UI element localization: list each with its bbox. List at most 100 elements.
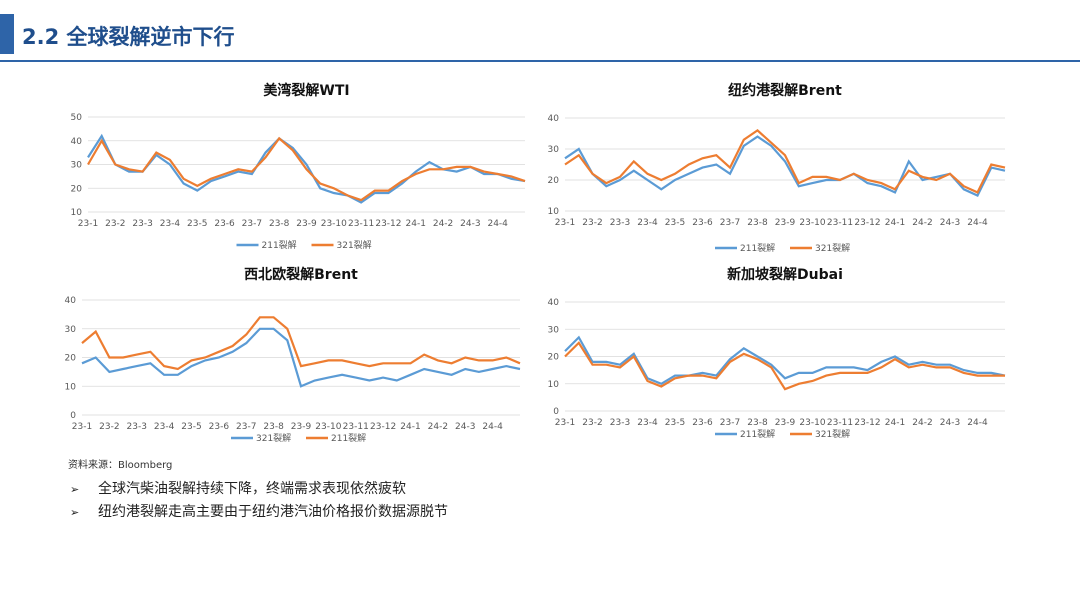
x-tick-label: 23-8 [269,219,290,229]
chart-title: 新加坡裂解Dubai [727,266,843,283]
x-tick-label: 23-11 [343,422,369,432]
x-tick-label: 23-10 [315,422,341,432]
series-line [87,136,526,202]
x-tick-label: 23-5 [187,219,207,229]
y-tick-label: 40 [548,298,560,308]
x-tick-label: 23-2 [582,218,602,228]
x-tick-label: 23-12 [375,219,401,229]
x-tick-label: 24-4 [967,418,988,428]
y-tick-label: 10 [71,208,83,218]
x-tick-label: 23-2 [99,422,119,432]
x-tick-label: 23-9 [291,422,312,432]
series-line [564,335,1006,386]
y-tick-label: 10 [65,382,77,392]
x-tick-label: 23-12 [854,218,880,228]
x-tick-label: 24-3 [455,422,475,432]
x-tick-label: 24-1 [406,219,426,229]
x-tick-label: 23-4 [637,418,658,428]
y-tick-label: 20 [65,354,77,364]
y-tick-label: 40 [65,296,77,306]
x-tick-label: 23-12 [370,422,396,432]
x-tick-label: 23-9 [296,219,317,229]
x-tick-label: 23-6 [692,418,713,428]
x-tick-label: 23-6 [209,422,230,432]
x-tick-label: 23-3 [127,422,147,432]
y-tick-label: 20 [548,176,560,186]
x-tick-label: 24-2 [428,422,448,432]
chart-title: 纽约港裂解Brent [728,82,842,99]
x-tick-label: 23-3 [132,219,152,229]
x-tick-label: 23-3 [610,218,630,228]
header-accent [0,14,14,54]
y-tick-label: 0 [70,411,76,421]
legend-label: 321裂解 [815,242,850,254]
x-tick-label: 23-8 [263,422,284,432]
x-tick-label: 24-3 [940,418,960,428]
x-tick-label: 23-1 [72,422,92,432]
y-tick-label: 30 [548,325,560,335]
legend-label: 211裂解 [740,242,775,254]
x-tick-label: 23-4 [154,422,175,432]
x-tick-label: 23-2 [105,219,125,229]
x-tick-label: 23-5 [665,218,685,228]
x-tick-label: 23-1 [555,418,575,428]
y-tick-label: 30 [548,145,560,155]
x-tick-label: 24-1 [400,422,420,432]
x-tick-label: 23-11 [827,418,853,428]
x-tick-label: 23-7 [720,218,740,228]
x-tick-label: 23-11 [348,219,374,229]
y-tick-label: 10 [548,207,560,217]
x-tick-label: 24-3 [940,218,960,228]
x-tick-label: 23-7 [242,219,262,229]
bullet: 全球汽柴油裂解持续下降，终端需求表现依然疲软 [70,478,448,501]
y-tick-label: 30 [65,325,77,335]
y-tick-label: 40 [548,114,560,124]
x-tick-label: 23-10 [799,218,825,228]
chart-title: 西北欧裂解Brent [244,266,358,283]
x-tick-label: 23-7 [720,418,740,428]
x-tick-label: 24-1 [885,218,905,228]
y-tick-label: 30 [71,161,83,171]
x-tick-label: 24-2 [433,219,453,229]
x-tick-label: 23-9 [775,418,796,428]
x-tick-label: 23-8 [747,218,768,228]
y-tick-label: 50 [71,113,83,123]
y-tick-label: 20 [71,184,83,194]
x-tick-label: 23-3 [610,418,630,428]
x-tick-label: 23-6 [692,218,713,228]
x-tick-label: 23-1 [555,218,575,228]
series-line [81,327,521,388]
x-tick-label: 24-4 [487,219,508,229]
series-line [87,133,526,204]
legend-label: 321裂解 [815,428,850,440]
legend-label: 211裂解 [331,432,366,444]
x-tick-label: 23-9 [775,218,796,228]
x-tick-label: 24-3 [460,219,480,229]
x-tick-label: 23-4 [637,218,658,228]
series-line [81,316,521,371]
legend-label: 321裂解 [256,432,291,444]
x-tick-label: 23-6 [214,219,235,229]
x-tick-label: 23-7 [236,422,256,432]
x-tick-label: 23-5 [665,418,685,428]
bullets: 全球汽柴油裂解持续下降，终端需求表现依然疲软 纽约港裂解走高主要由于纽约港汽油价… [70,478,448,524]
y-tick-label: 20 [548,353,560,363]
source: 资料来源：Bloomberg [68,460,173,471]
x-tick-label: 24-1 [885,418,905,428]
charts: 美湾裂解WTI 10 20 30 40 50 23-1 23-2 23-3 23-4 23-5 23-… [65,82,1006,444]
legend-label: 211裂解 [262,239,297,251]
header-title: 2.2 全球裂解逆市下行 [22,25,235,49]
y-tick-label: 10 [548,380,560,390]
series-line [564,129,1006,194]
x-tick-label: 23-5 [181,422,201,432]
x-tick-label: 23-4 [160,219,181,229]
legend-label: 211裂解 [740,428,775,440]
y-tick-label: 0 [553,407,559,417]
x-tick-label: 23-10 [321,219,347,229]
legend-label: 321裂解 [337,239,372,251]
header: 2.2 全球裂解逆市下行 [0,14,1080,62]
x-tick-label: 23-12 [854,418,880,428]
series-line [564,341,1005,391]
chart-title: 美湾裂解WTI [263,82,349,99]
